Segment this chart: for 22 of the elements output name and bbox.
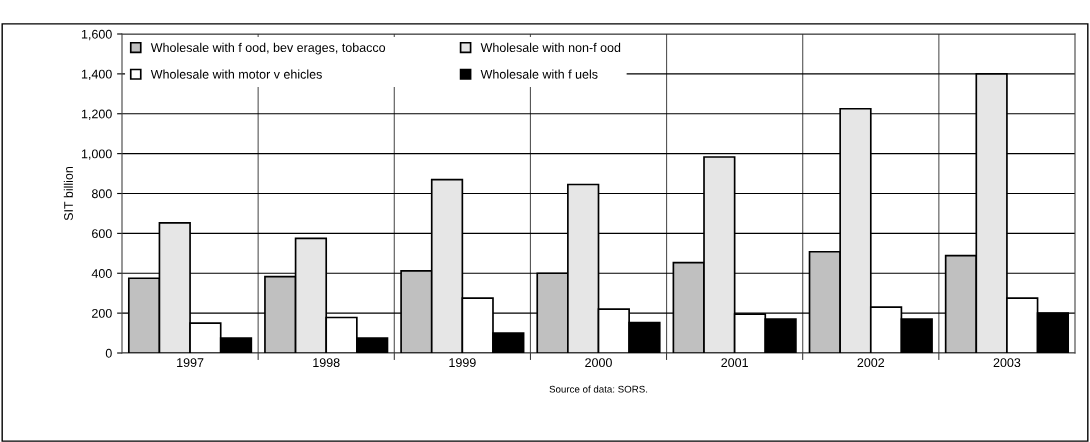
y-axis-title: SIT billion <box>63 166 73 221</box>
y-tick-label: 1,000 <box>81 149 112 160</box>
y-tick-label: 1,200 <box>81 109 112 120</box>
x-tick-label: 1997 <box>177 358 204 368</box>
x-tick-label: 1999 <box>449 358 476 368</box>
x-tick-label: 1998 <box>313 358 340 368</box>
y-tick-label: 400 <box>91 269 112 278</box>
legend-label: Wholesale with motor v ehicles <box>150 69 322 79</box>
x-tick-label: 2000 <box>585 358 612 368</box>
y-tick-label: 1,400 <box>81 69 112 80</box>
y-tick-label: 800 <box>91 189 112 199</box>
legend-label: Wholesale with non-f ood <box>480 42 621 52</box>
x-tick-label: 2001 <box>721 358 748 368</box>
y-tick-label: 1,600 <box>81 29 112 41</box>
y-tick-label: 200 <box>92 308 112 318</box>
source-note: Source of data: SORS. <box>549 385 648 393</box>
x-tick-label: 2003 <box>993 358 1021 368</box>
legend-label: Wholesale with f ood, bev erages, tobacco <box>150 42 386 55</box>
legend-label: Wholesale with f uels <box>480 69 598 79</box>
y-tick-label: 0 <box>105 348 112 358</box>
y-tick-label: 600 <box>92 229 112 239</box>
x-tick-label: 2002 <box>857 358 885 368</box>
